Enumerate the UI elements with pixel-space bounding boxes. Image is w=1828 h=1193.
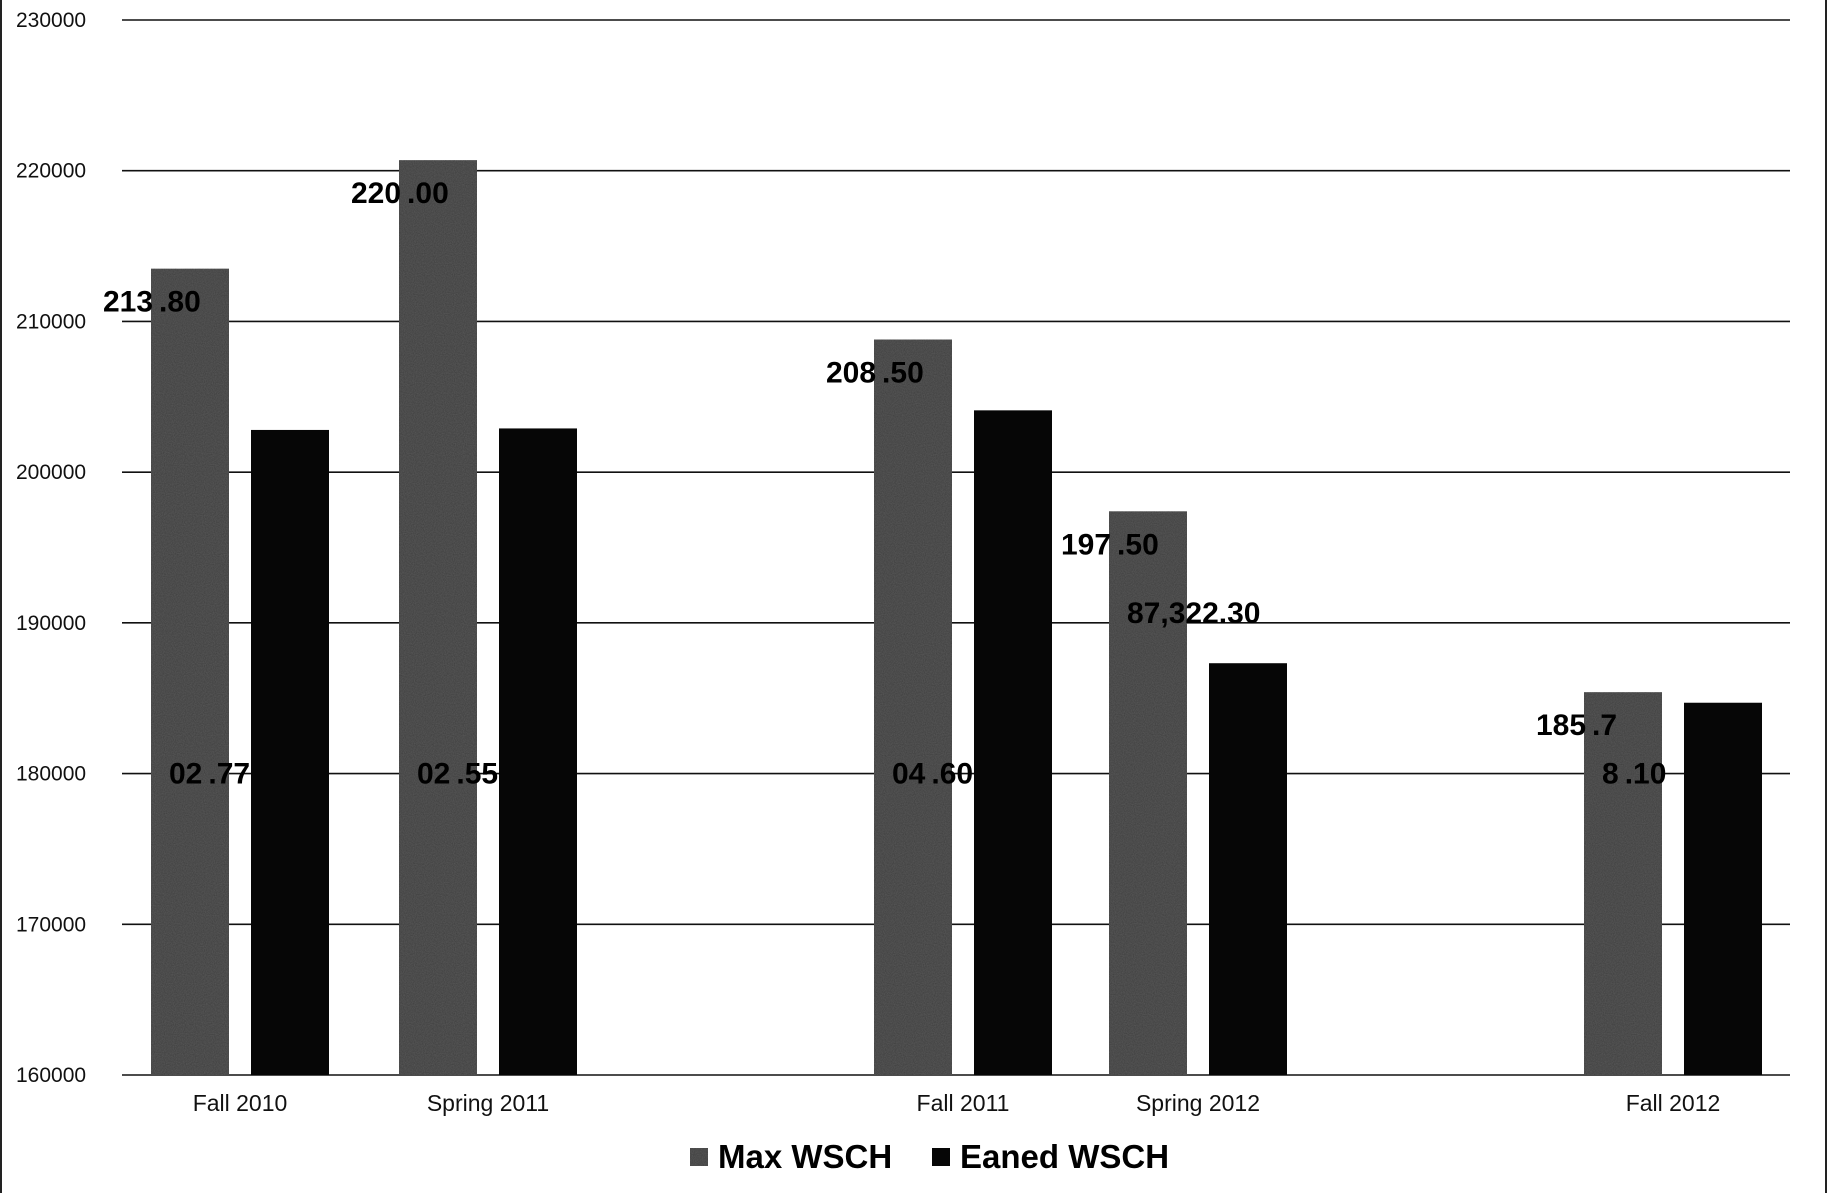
bar-eaned-wsch	[974, 410, 1052, 1076]
data-label-max-wsch: 185 .7	[1536, 709, 1617, 742]
bar-max-wsch	[1584, 692, 1662, 1075]
data-label-eaned-wsch: 04 .60	[892, 758, 973, 791]
data-label-max-wsch: 213 .80	[103, 286, 201, 319]
y-tick-label: 160000	[16, 1064, 86, 1087]
y-axis: 230000 220000 210000 200000 190000 180000 1700…	[16, 9, 86, 1087]
y-tick-label: 180000	[16, 763, 86, 786]
y-tick-label: 220000	[16, 160, 86, 183]
bar-max-wsch	[399, 160, 477, 1075]
legend-swatch-eaned-wsch	[932, 1148, 950, 1166]
bar-max-wsch	[1109, 511, 1187, 1075]
bars	[151, 160, 1762, 1076]
data-label-eaned-wsch: 8 .10	[1602, 758, 1666, 791]
data-label-max-wsch: 208 .50	[826, 357, 924, 390]
y-tick-label: 200000	[16, 461, 86, 484]
x-category-label: Fall 2012	[1626, 1090, 1721, 1116]
data-label-max-wsch: 197 .50	[1061, 528, 1159, 561]
bar-max-wsch	[874, 339, 952, 1075]
data-label-eaned-wsch: 02 .55	[417, 758, 498, 791]
y-tick-label: 210000	[16, 310, 86, 333]
x-category-label: Fall 2010	[193, 1090, 288, 1116]
bar-max-wsch	[151, 268, 229, 1075]
legend-label-eaned-wsch: Eaned WSCH	[960, 1138, 1169, 1175]
y-tick-label: 170000	[16, 913, 86, 936]
data-label-max-wsch: 220 .00	[351, 177, 449, 210]
data-label-eaned-wsch: 87,322.30	[1127, 597, 1260, 630]
legend: Max WSCH Eaned WSCH	[690, 1138, 1169, 1175]
x-axis: Fall 2010 Spring 2011 Fall 2011 Spring 2012…	[193, 1090, 1721, 1116]
data-label-eaned-wsch: 02 .77	[169, 758, 250, 791]
data-labels: 213 .80 02 .77 220 .00 02 .55 208 .50 04 .60 1…	[103, 177, 1666, 790]
bar-eaned-wsch	[1684, 702, 1762, 1075]
legend-label-max-wsch: Max WSCH	[718, 1138, 892, 1175]
bar-eaned-wsch	[1209, 663, 1287, 1075]
y-tick-label: 230000	[16, 9, 86, 32]
x-category-label: Spring 2011	[427, 1090, 549, 1116]
legend-swatch-max-wsch	[690, 1148, 708, 1166]
bar-eaned-wsch	[499, 428, 577, 1076]
x-category-label: Spring 2012	[1136, 1090, 1260, 1116]
y-tick-label: 190000	[16, 612, 86, 635]
x-category-label: Fall 2011	[917, 1090, 1010, 1116]
bar-eaned-wsch	[251, 429, 329, 1075]
